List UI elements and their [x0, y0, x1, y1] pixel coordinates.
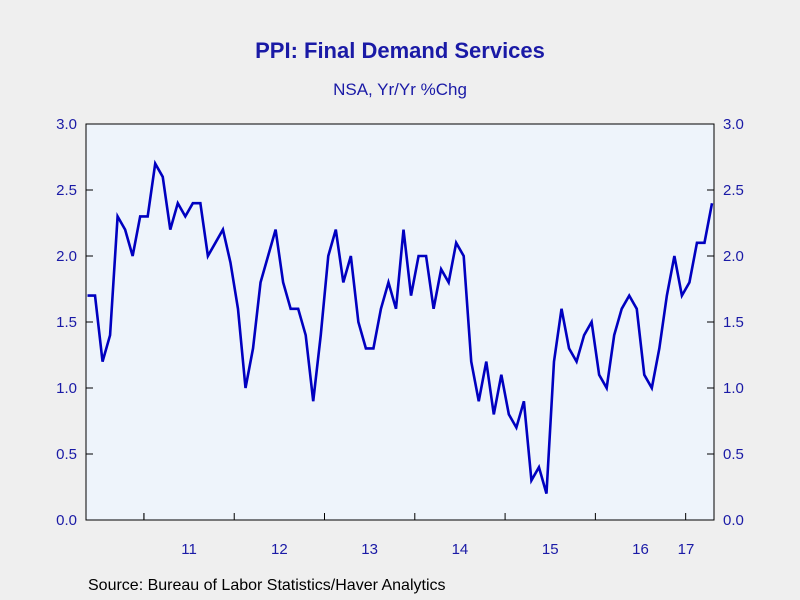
y-tick-label-left: 1.5 — [56, 314, 77, 331]
y-tick-label-right: 1.0 — [723, 380, 744, 397]
x-tick-label: 17 — [678, 541, 695, 558]
x-tick-label: 15 — [542, 541, 559, 558]
plot-area — [85, 123, 715, 521]
x-tick-label: 16 — [632, 541, 649, 558]
x-tick-label: 14 — [452, 541, 469, 558]
y-tick-label-left: 2.5 — [56, 182, 77, 199]
y-tick-label-right: 1.5 — [723, 314, 744, 331]
x-tick-label: 12 — [271, 541, 288, 558]
y-tick-label-left: 2.0 — [56, 248, 77, 265]
y-tick-label-left: 0.5 — [56, 446, 77, 463]
y-tick-label-right: 3.0 — [723, 116, 744, 133]
right-y-axis: 0.0 0.5 1.0 1.5 2.0 2.5 3.0 — [707, 116, 744, 529]
source-note: Source: Bureau of Labor Statistics/Haver… — [88, 577, 446, 594]
y-tick-label-left: 3.0 — [56, 116, 77, 133]
y-tick-label-right: 0.5 — [723, 446, 744, 463]
series-line-ppi-services — [87, 159, 714, 494]
x-tick-label: 13 — [361, 541, 378, 558]
left-y-axis: 0.0 0.5 1.0 1.5 2.0 2.5 3.0 — [56, 116, 93, 529]
y-tick-label-left: 1.0 — [56, 380, 77, 397]
y-tick-label-right: 2.0 — [723, 248, 744, 265]
x-axis: 11 12 13 14 15 16 17 — [143, 513, 695, 558]
chart-subtitle: NSA, Yr/Yr %Chg — [333, 80, 467, 99]
y-tick-label-left: 0.0 — [56, 512, 77, 529]
y-tick-label-right: 0.0 — [723, 512, 744, 529]
y-tick-label-right: 2.5 — [723, 182, 744, 199]
chart-title: PPI: Final Demand Services — [255, 38, 545, 63]
x-tick-label: 11 — [181, 541, 197, 558]
